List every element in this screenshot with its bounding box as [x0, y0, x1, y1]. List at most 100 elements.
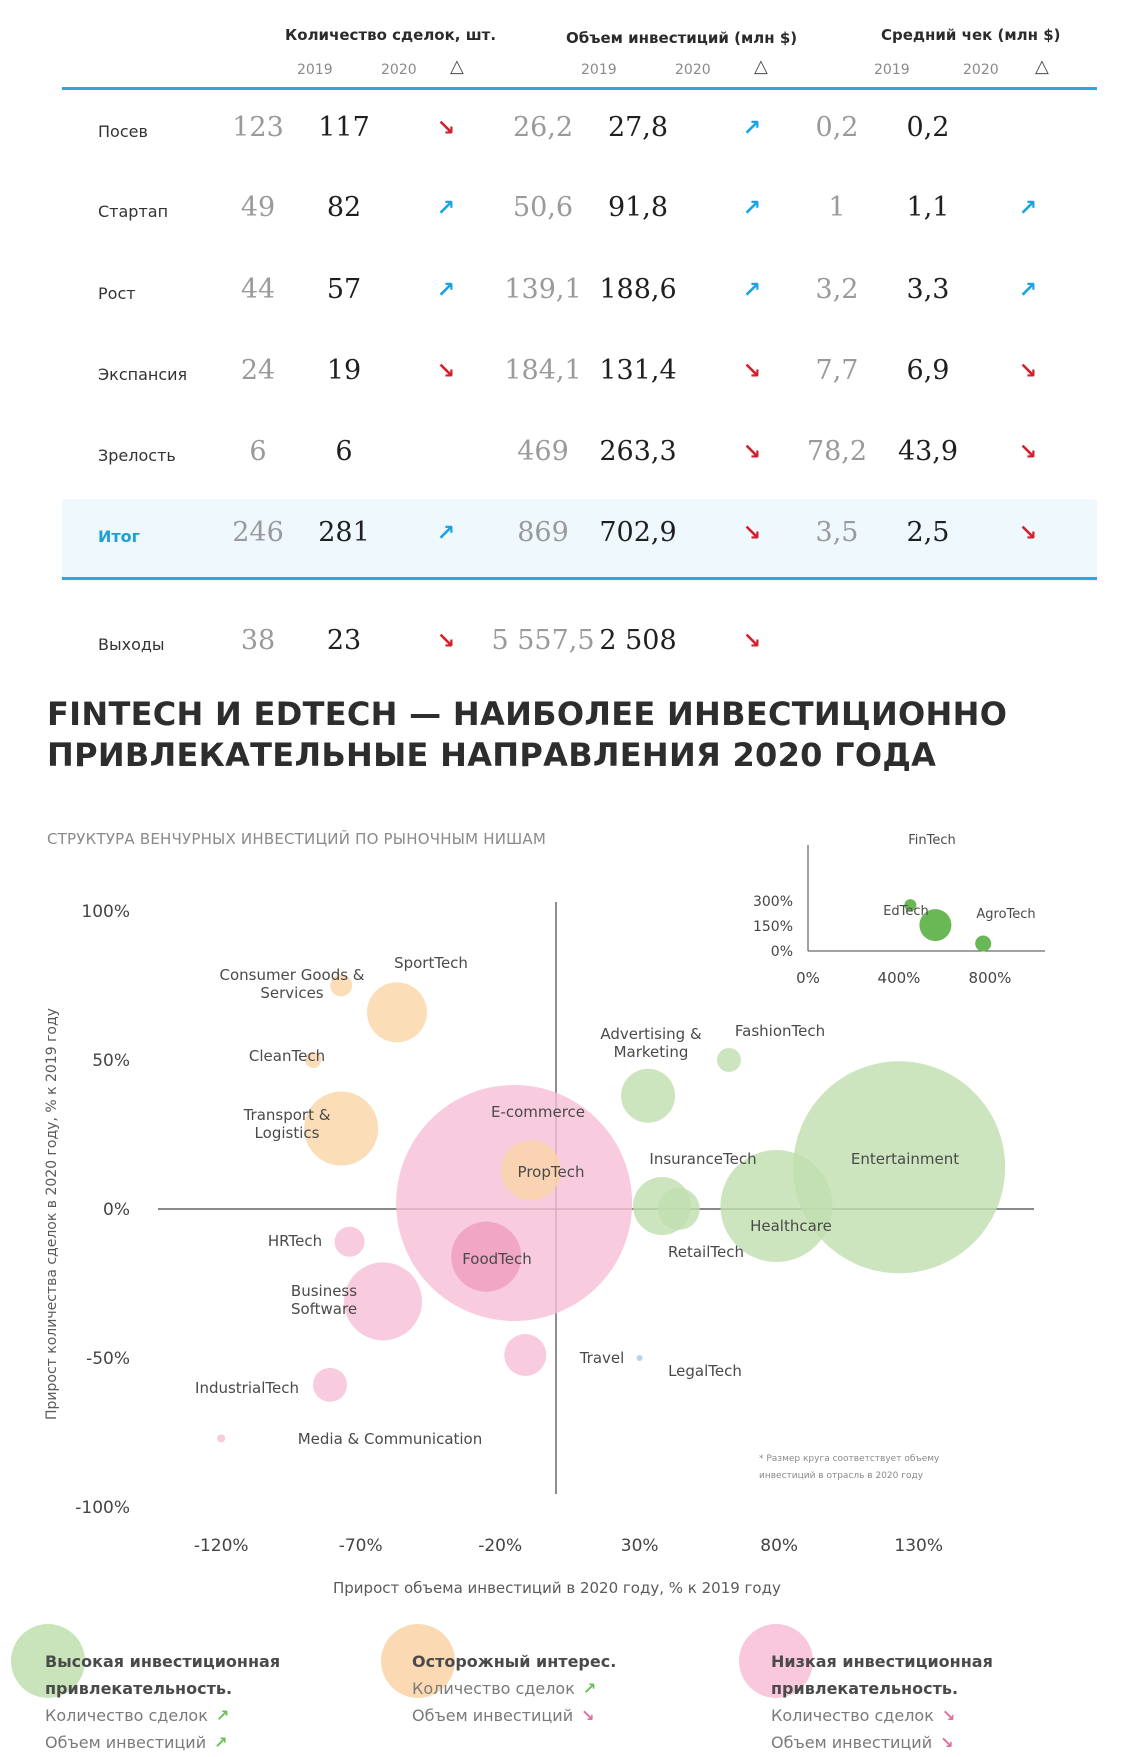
- cell-value: 117: [318, 112, 370, 143]
- trend-up-icon: ↗: [582, 1679, 597, 1698]
- legend-title: Высокая инвестиционная: [45, 1652, 281, 1671]
- bubble-label: Advertising & Marketing: [600, 1025, 702, 1061]
- x-tick-label: 130%: [894, 1536, 943, 1556]
- cell-value: 78,2: [806, 436, 868, 467]
- trend-up-icon: ↗: [436, 196, 456, 221]
- year-label: 2019: [297, 62, 333, 78]
- bubble-label: Business Software: [291, 1282, 357, 1318]
- cell-value: 6: [249, 436, 267, 467]
- bubble-label: RetailTech: [668, 1243, 744, 1261]
- legend-swatch: [381, 1624, 455, 1698]
- legend-item: Низкая инвестиционная привлекательность. К…: [771, 1648, 993, 1756]
- cell-value: 43,9: [897, 436, 959, 467]
- bubble: [334, 1226, 365, 1257]
- cell-value: 5 557,5: [491, 625, 595, 656]
- cell-value: 1,1: [906, 192, 950, 223]
- y-tick-label: 50%: [92, 1051, 130, 1071]
- inset-bubble: [919, 909, 952, 942]
- trend-up-icon: ↗: [742, 278, 762, 303]
- cell-value: 184,1: [504, 355, 582, 386]
- row-label: Экспансия: [98, 365, 188, 384]
- cell-value: 246: [232, 517, 284, 548]
- bubble-label-line: Business: [291, 1282, 357, 1300]
- trend-up-icon: ↗: [742, 116, 762, 141]
- bubble-label-line: Services: [260, 984, 323, 1002]
- inset-x-tick: 0%: [796, 969, 820, 987]
- cell-value: 469: [517, 436, 569, 467]
- cell-value: 3,5: [815, 517, 859, 548]
- bubble-label: HRTech: [268, 1232, 322, 1250]
- row-label: Рост: [98, 284, 136, 303]
- bubble-label: Transport & Logistics: [243, 1106, 331, 1142]
- cell-value: 24: [240, 355, 276, 386]
- bubble-label: Media & Communication: [298, 1430, 483, 1448]
- row-label: Посев: [98, 122, 148, 141]
- legend-line: Количество сделок ↗: [45, 1702, 280, 1729]
- trend-down-icon: ↘: [940, 1733, 954, 1752]
- legend-title: Осторожный интерес.: [412, 1652, 617, 1671]
- cell-value: 38: [240, 625, 276, 656]
- legend-item: Высокая инвестиционная привлекательность.…: [45, 1648, 280, 1756]
- x-tick-label: 30%: [621, 1536, 659, 1556]
- legend-title: Низкая инвестиционная: [771, 1652, 993, 1671]
- bubble: [720, 1150, 833, 1263]
- cell-value: 23: [326, 625, 362, 656]
- cell-value: 281: [318, 517, 370, 548]
- cell-value: 6,9: [906, 355, 950, 386]
- year-label: 2020: [675, 62, 711, 78]
- bubble: [793, 1061, 1006, 1274]
- chart-bubbles: [217, 974, 1006, 1443]
- bubble-label: LegalTech: [668, 1362, 742, 1380]
- bubble-label: Consumer Goods & Services: [219, 966, 364, 1002]
- y-tick-label: 0%: [103, 1200, 130, 1220]
- trend-up-icon: ↗: [215, 1706, 230, 1725]
- x-tick-label: -20%: [478, 1536, 522, 1556]
- x-tick-label: 80%: [760, 1536, 798, 1556]
- bubble-label-line: Consumer Goods &: [219, 966, 364, 984]
- trend-up-icon: ↗: [742, 196, 762, 221]
- y-axis-title: Прирост количества сделок в 2020 году, %…: [44, 1008, 60, 1420]
- cell-value: 131,4: [599, 355, 677, 386]
- legend-line: Объем инвестиций ↘: [771, 1729, 993, 1756]
- row-label: Итог: [98, 527, 141, 546]
- chart-note: * Размер круга соответствует объему инве…: [759, 1451, 939, 1485]
- legend-line-text: Количество сделок: [771, 1706, 934, 1725]
- bubble: [313, 1367, 348, 1402]
- y-tick-label: 100%: [81, 902, 130, 922]
- y-tick-label: -100%: [75, 1498, 130, 1518]
- bubble: [500, 1140, 561, 1201]
- trend-down-icon: ↘: [742, 440, 762, 465]
- cell-value: 0,2: [906, 112, 950, 143]
- cell-value: 2 508: [599, 625, 677, 656]
- chart-note-line1: * Размер круга соответствует объему: [759, 1454, 940, 1464]
- bubble-label-line: Marketing: [614, 1043, 689, 1061]
- bubble-label: FoodTech: [462, 1250, 532, 1268]
- bubble: [304, 1091, 379, 1166]
- bubble-label-line: Software: [291, 1300, 357, 1318]
- y-tick-label: -50%: [86, 1349, 130, 1369]
- bubble: [330, 974, 353, 997]
- legend-swatch: [739, 1624, 813, 1698]
- row-label: Выходы: [98, 635, 165, 654]
- bubble-label: FashionTech: [735, 1022, 825, 1040]
- cell-value: 188,6: [599, 274, 677, 305]
- x-tick-label: -70%: [339, 1536, 383, 1556]
- bubble-label-line: Logistics: [255, 1124, 320, 1142]
- trend-down-icon: ↘: [1018, 359, 1038, 384]
- inset-chart: 0% 400% 800% 300% 150% 0% FinTech EdTech AgroTec…: [753, 833, 1045, 987]
- section-title-line2: ПРИВЛЕКАТЕЛЬНЫЕ НАПРАВЛЕНИЯ 2020 ГОДА: [47, 736, 937, 774]
- trend-down-icon: ↘: [581, 1706, 595, 1725]
- y-axis-title-wrap: Прирост количества сделок в 2020 году, %…: [44, 1008, 66, 1442]
- trend-down-icon: ↘: [1018, 440, 1038, 465]
- bubble: [504, 1334, 547, 1377]
- header-invest: Объем инвестиций (млн $): [566, 29, 798, 47]
- trend-up-icon: ↗: [436, 521, 456, 546]
- cell-value: 0,2: [815, 112, 859, 143]
- bubble-label: Healthcare: [750, 1217, 832, 1235]
- cell-value: 27,8: [607, 112, 669, 143]
- x-tick-label: -120%: [194, 1536, 249, 1556]
- legend-line-text: Количество сделок: [45, 1706, 208, 1725]
- trend-down-icon: ↘: [436, 116, 456, 141]
- inset-bubble-label: EdTech: [883, 904, 929, 919]
